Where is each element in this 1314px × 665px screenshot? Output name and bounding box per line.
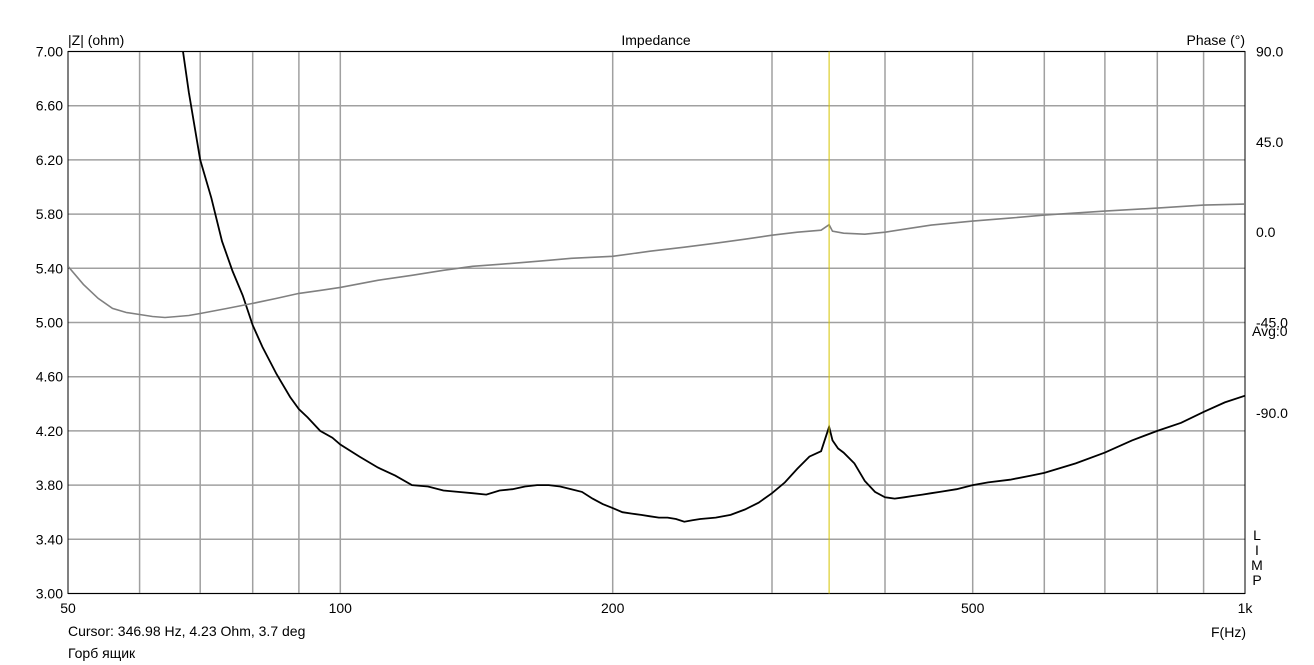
- x-tick-label: 1k: [1238, 600, 1254, 616]
- x-tick-label: 100: [329, 600, 353, 616]
- y2-tick-label: 90.0: [1256, 44, 1283, 60]
- y-tick-label: 3.00: [36, 586, 63, 602]
- measurement-name: Горб ящик: [68, 645, 136, 661]
- phase-curve: [68, 203, 1245, 319]
- limp-letter: M: [1251, 557, 1263, 573]
- grid-lines: [68, 50, 1245, 595]
- y-tick-label: 3.80: [36, 477, 63, 493]
- y2-axis-title: Phase (°): [1186, 32, 1245, 48]
- y2-tick-label: -45.0: [1256, 315, 1288, 331]
- limp-letter: P: [1252, 572, 1261, 588]
- y-tick-label: 6.60: [36, 98, 63, 114]
- y-tick-label: 5.80: [36, 206, 63, 222]
- y2-tick-label: 0.0: [1256, 224, 1276, 240]
- impedance-curve: [182, 51, 1245, 523]
- x-tick-label: 500: [961, 600, 985, 616]
- x-tick-label: 200: [601, 600, 625, 616]
- chart-title: Impedance: [621, 32, 690, 48]
- y-tick-label: 4.20: [36, 423, 63, 439]
- x-tick-label: 50: [60, 600, 76, 616]
- axis-labels: 7.00 6.60 6.20 5.80 5.40 5.00 4.60 4.20 3.80 3.40…: [36, 44, 1288, 617]
- y-tick-label: 5.40: [36, 260, 63, 276]
- limp-letter: L: [1253, 527, 1261, 543]
- x-axis-title: F(Hz): [1211, 624, 1246, 640]
- y2-tick-label: -90.0: [1256, 405, 1288, 421]
- limp-letter: I: [1255, 542, 1259, 558]
- plot-frame: [67, 51, 1246, 594]
- y-tick-label: 5.00: [36, 315, 63, 331]
- average-annotation: Avg:0: [1252, 323, 1288, 339]
- cursor-readout: Cursor: 346.98 Hz, 4.23 Ohm, 3.7 deg: [68, 623, 306, 639]
- y-axis-title: |Z| (ohm): [68, 32, 124, 48]
- y-tick-label: 7.00: [36, 44, 63, 60]
- y-tick-label: 3.40: [36, 531, 63, 547]
- y2-tick-label: 45.0: [1256, 134, 1283, 150]
- series-layer: [68, 51, 1245, 523]
- y-tick-label: 6.20: [36, 152, 63, 168]
- y-tick-label: 4.60: [36, 369, 63, 385]
